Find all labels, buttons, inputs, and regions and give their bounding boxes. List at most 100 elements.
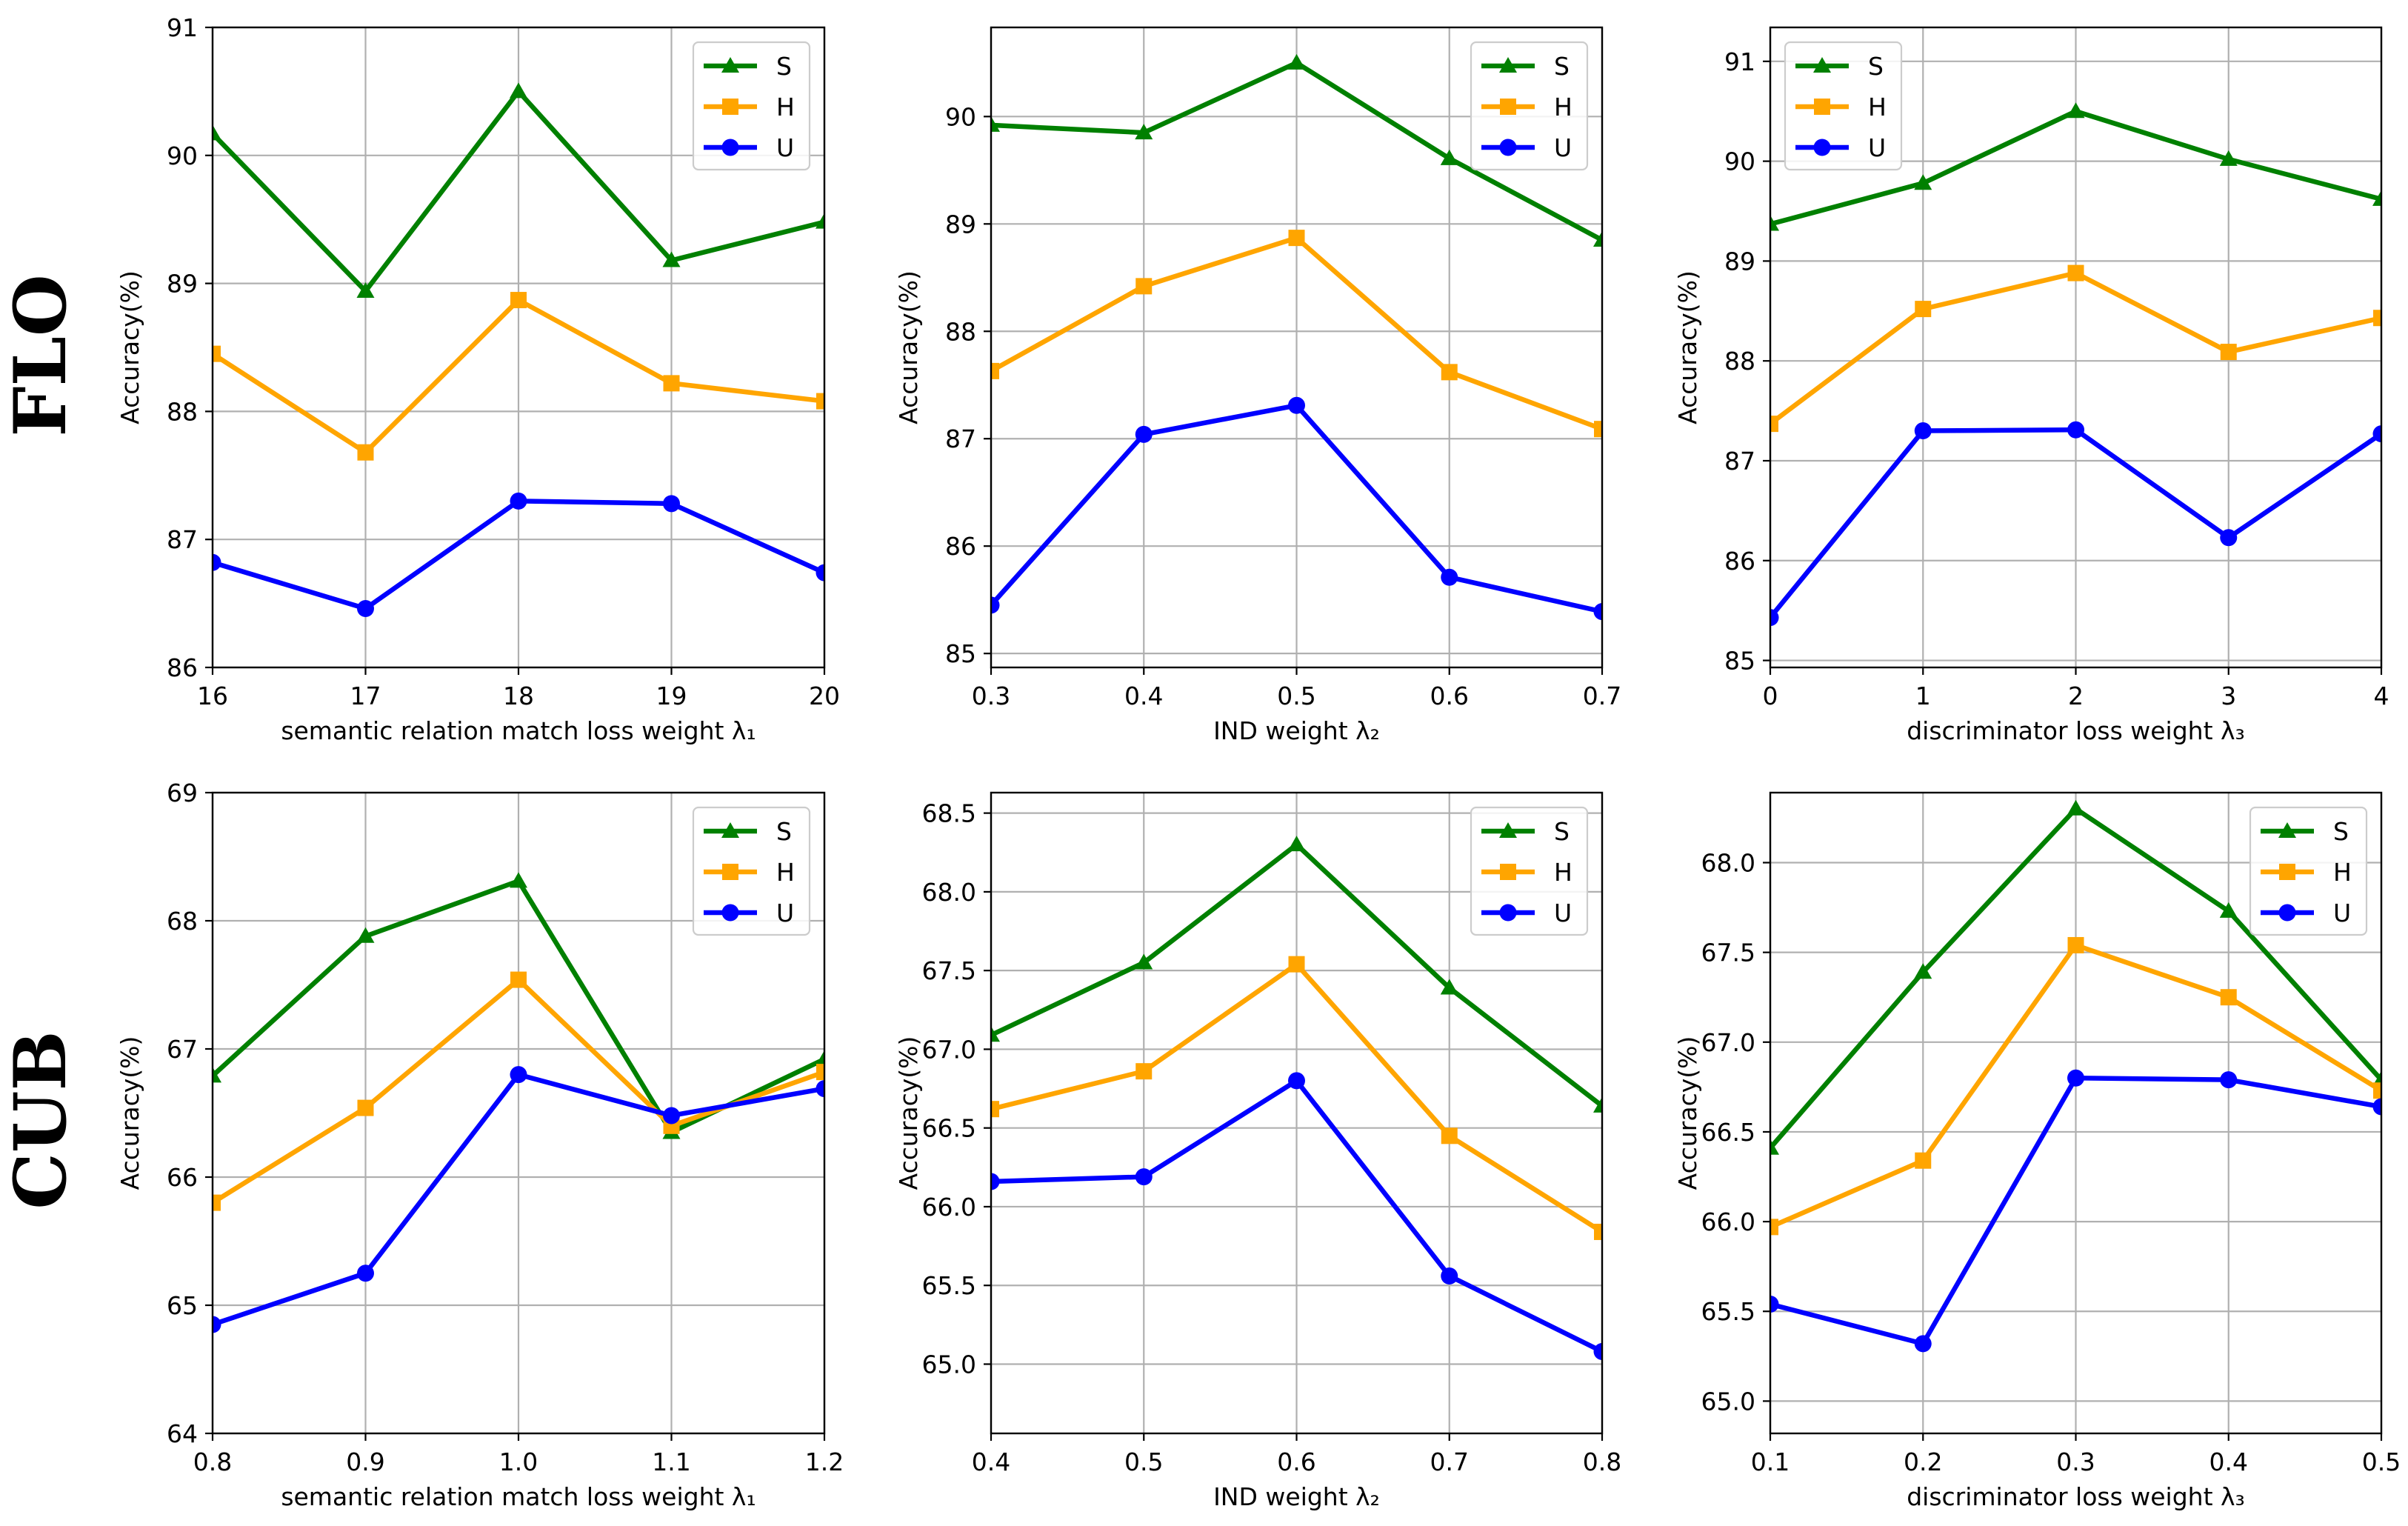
point-U — [1914, 1335, 1932, 1353]
series-H — [1770, 264, 2381, 433]
row-label-cub: CUB — [0, 1030, 82, 1209]
point-U — [1288, 1072, 1305, 1090]
y-tick-label: 86 — [1724, 547, 1755, 576]
chart-panel-3: 0 1 2 3 4 85 86 87 88 89 90 91 discriminator loss we… — [1673, 26, 2389, 745]
y-tick-label: 89 — [1724, 247, 1755, 276]
legend-label-H: H — [776, 858, 795, 887]
y-tick-label: 67.5 — [1701, 939, 1755, 967]
point-U — [663, 495, 680, 513]
legend-marker-S — [1813, 57, 1831, 73]
series-U — [1770, 1069, 2381, 1353]
y-tick-label: 68.5 — [922, 799, 976, 828]
x-tick-label: 0.3 — [972, 682, 1010, 710]
legend-marker-H — [1814, 99, 1830, 115]
series-U — [1770, 421, 2381, 627]
y-axis-label: Accuracy(%) — [1673, 270, 1702, 424]
point-H — [1915, 301, 1932, 318]
point-H — [2373, 310, 2381, 327]
point-U — [1288, 396, 1305, 414]
point-U — [1135, 1168, 1153, 1186]
series-U — [213, 1066, 824, 1333]
point-S — [1135, 124, 1153, 140]
point-S — [213, 1067, 221, 1083]
legend-marker-U — [721, 904, 739, 922]
x-tick-label: 0 — [1763, 682, 1778, 710]
point-U — [1593, 1342, 1602, 1360]
x-tick-label: 1 — [1915, 682, 1931, 710]
legend-marker-H — [722, 99, 738, 115]
point-H — [991, 1101, 999, 1118]
legend-marker-S — [1499, 822, 1517, 838]
point-U — [2067, 421, 2084, 439]
series-S — [991, 53, 1602, 247]
point-H — [2373, 1082, 2381, 1099]
point-H — [510, 971, 527, 988]
point-U — [1770, 1296, 1779, 1313]
point-H — [816, 393, 824, 410]
point-S — [356, 927, 375, 943]
chart-panel-6: 0.1 0.2 0.3 0.4 0.5 65.0 65.5 66.0 66.5 67.0 67.5 6… — [1673, 791, 2401, 1511]
point-S — [816, 1050, 824, 1066]
legend-marker-S — [2278, 822, 2296, 838]
x-axis-label: semantic relation match loss weight λ₁ — [281, 1482, 756, 1511]
point-S — [510, 82, 527, 99]
point-H — [2220, 344, 2237, 361]
x-tick-label: 18 — [503, 682, 534, 710]
x-tick-label: 0.9 — [346, 1447, 384, 1476]
point-U — [1770, 609, 1779, 627]
y-axis-label: Accuracy(%) — [116, 1036, 144, 1190]
x-tick-label: 0.6 — [1277, 1447, 1315, 1476]
x-tick-label: 0.6 — [1430, 682, 1469, 710]
chart-panel-4: 0.8 0.9 1.0 1.1 1.2 64 65 66 67 68 69 semantic rela… — [116, 779, 844, 1511]
y-tick-label: 64 — [167, 1419, 198, 1448]
legend-label-U: U — [1868, 133, 1886, 162]
legend: SHU — [1470, 41, 1589, 171]
y-tick-label: 65 — [167, 1291, 198, 1320]
series-H — [213, 292, 824, 461]
legend-label-S: S — [1868, 52, 1884, 81]
y-tick-label: 87 — [1724, 447, 1755, 476]
point-U — [213, 1316, 221, 1333]
legend-marker-U — [721, 139, 739, 156]
point-S — [1287, 53, 1306, 70]
point-U — [2067, 1069, 2084, 1087]
legend-label-U: U — [1554, 133, 1572, 162]
point-U — [663, 1107, 680, 1124]
point-S — [2219, 902, 2238, 918]
point-U — [2372, 425, 2381, 443]
point-S — [1914, 174, 1932, 190]
legend-marker-S — [721, 57, 739, 73]
y-tick-label: 66 — [167, 1163, 198, 1192]
series-U — [213, 492, 824, 618]
point-U — [2220, 529, 2238, 547]
y-tick-label: 90 — [167, 141, 198, 170]
x-tick-label: 1.0 — [499, 1447, 538, 1476]
legend-marker-U — [1499, 904, 1517, 922]
point-S — [1914, 963, 1932, 979]
point-H — [213, 1194, 221, 1211]
point-S — [991, 116, 1000, 132]
series-S — [991, 836, 1602, 1113]
point-S — [1593, 231, 1602, 247]
point-H — [213, 345, 221, 362]
point-H — [991, 362, 999, 379]
x-tick-label: 0.5 — [1124, 1447, 1163, 1476]
x-tick-label: 0.2 — [1904, 1447, 1942, 1476]
x-tick-label: 1.1 — [652, 1447, 690, 1476]
point-U — [816, 564, 824, 582]
legend-label-H: H — [1554, 93, 1572, 121]
y-tick-label: 90 — [1724, 147, 1755, 176]
point-S — [2219, 150, 2238, 166]
x-axis-label: discriminator loss weight λ₃ — [1907, 716, 2245, 745]
point-U — [1914, 422, 1932, 440]
row-label-flo: FLO — [0, 274, 82, 436]
point-H — [2067, 264, 2084, 281]
point-H — [2220, 989, 2237, 1006]
y-tick-label: 87 — [167, 525, 198, 554]
y-tick-label: 66.0 — [1701, 1207, 1755, 1236]
x-tick-label: 0.4 — [2209, 1447, 2248, 1476]
y-tick-label: 86 — [945, 532, 976, 561]
series-S — [1770, 102, 2381, 231]
series-U — [991, 1072, 1602, 1360]
